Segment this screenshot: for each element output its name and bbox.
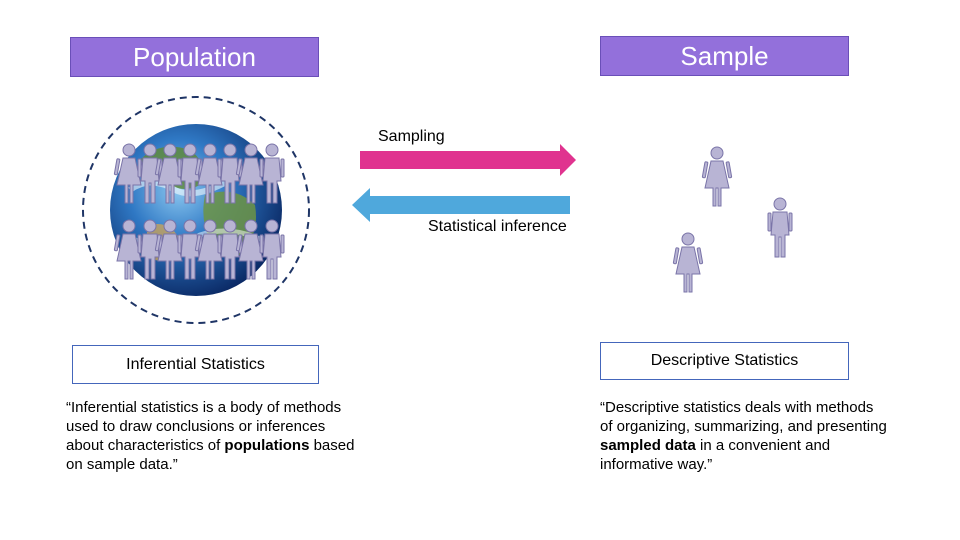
- descriptive-quote-text-1: “Descriptive statistics deals with metho…: [600, 399, 887, 435]
- person-icon: [767, 197, 793, 258]
- population-boundary-circle: [82, 96, 310, 324]
- descriptive-quote-bold: sampled data: [600, 437, 696, 454]
- population-title: Population: [70, 37, 319, 77]
- statistical-inference-arrow: [352, 188, 570, 222]
- inferential-statistics-label: Inferential Statistics: [72, 345, 319, 384]
- inferential-quote-text-2: based on sample data.”: [66, 437, 355, 473]
- statistical-inference-label: Statistical inference: [428, 218, 567, 235]
- person-icon: [701, 146, 733, 207]
- sample-people: [672, 146, 793, 293]
- inferential-quote-bold: populations: [224, 437, 310, 454]
- person-icon: [672, 232, 704, 293]
- sampling-label: Sampling: [378, 128, 445, 145]
- descriptive-quote-text-2: in a convenient and informative way.”: [600, 437, 831, 473]
- descriptive-statistics-quote: “Descriptive statistics deals with metho…: [600, 398, 890, 474]
- descriptive-statistics-label: Descriptive Statistics: [600, 342, 849, 380]
- inferential-statistics-quote: “Inferential statistics is a body of met…: [66, 398, 356, 474]
- sample-title: Sample: [600, 36, 849, 76]
- inferential-quote-text-1: “Inferential statistics is a body of met…: [66, 399, 342, 454]
- sampling-arrow: [360, 144, 576, 176]
